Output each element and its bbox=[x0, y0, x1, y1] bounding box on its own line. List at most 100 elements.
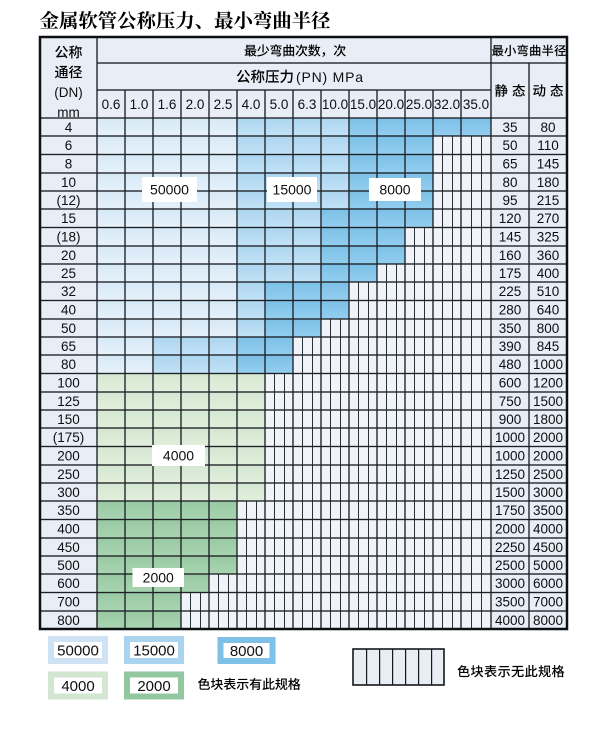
svg-text:450: 450 bbox=[57, 540, 80, 555]
svg-text:350: 350 bbox=[499, 321, 522, 336]
svg-text:1200: 1200 bbox=[533, 376, 563, 391]
svg-text:2000: 2000 bbox=[137, 678, 170, 695]
svg-text:145: 145 bbox=[537, 157, 560, 172]
svg-text:1000: 1000 bbox=[495, 449, 525, 464]
svg-text:180: 180 bbox=[537, 175, 560, 190]
svg-text:215: 215 bbox=[537, 193, 560, 208]
svg-text:2000: 2000 bbox=[495, 522, 525, 537]
svg-text:50000: 50000 bbox=[150, 182, 189, 198]
svg-text:15.0: 15.0 bbox=[350, 97, 376, 112]
svg-text:390: 390 bbox=[499, 339, 522, 354]
svg-text:160: 160 bbox=[499, 248, 522, 263]
svg-text:3500: 3500 bbox=[533, 503, 563, 518]
svg-text:1250: 1250 bbox=[495, 467, 525, 482]
svg-text:4: 4 bbox=[65, 120, 73, 135]
svg-text:2250: 2250 bbox=[495, 540, 525, 555]
svg-text:6: 6 bbox=[65, 138, 73, 153]
svg-text:4500: 4500 bbox=[533, 540, 563, 555]
svg-text:100: 100 bbox=[57, 376, 80, 391]
svg-text:20: 20 bbox=[61, 248, 76, 263]
svg-text:10.0: 10.0 bbox=[322, 97, 348, 112]
svg-text:480: 480 bbox=[499, 357, 522, 372]
svg-text:1000: 1000 bbox=[495, 430, 525, 445]
svg-text:900: 900 bbox=[499, 412, 522, 427]
svg-text:3000: 3000 bbox=[495, 576, 525, 591]
svg-text:95: 95 bbox=[502, 193, 517, 208]
svg-text:25.0: 25.0 bbox=[406, 97, 432, 112]
svg-text:600: 600 bbox=[499, 376, 522, 391]
svg-text:(PN) MPa: (PN) MPa bbox=[296, 69, 364, 85]
svg-text:110: 110 bbox=[537, 138, 559, 153]
svg-text:4000: 4000 bbox=[495, 613, 525, 628]
svg-text:360: 360 bbox=[537, 248, 560, 263]
svg-text:1750: 1750 bbox=[495, 503, 525, 518]
svg-text:4.0: 4.0 bbox=[242, 97, 261, 112]
svg-text:8: 8 bbox=[65, 157, 73, 172]
svg-text:65: 65 bbox=[61, 339, 76, 354]
svg-text:2000: 2000 bbox=[143, 570, 174, 586]
svg-text:225: 225 bbox=[499, 284, 522, 299]
svg-text:700: 700 bbox=[57, 595, 80, 610]
svg-text:4000: 4000 bbox=[163, 448, 194, 464]
svg-text:(12): (12) bbox=[56, 193, 80, 208]
svg-text:400: 400 bbox=[57, 522, 80, 537]
svg-text:20.0: 20.0 bbox=[378, 97, 404, 112]
svg-text:6000: 6000 bbox=[533, 576, 563, 591]
svg-text:65: 65 bbox=[502, 157, 517, 172]
svg-text:40: 40 bbox=[61, 303, 76, 318]
svg-text:1.0: 1.0 bbox=[130, 97, 149, 112]
svg-text:145: 145 bbox=[499, 230, 522, 245]
svg-text:2000: 2000 bbox=[533, 430, 563, 445]
svg-text:800: 800 bbox=[537, 321, 560, 336]
svg-text:280: 280 bbox=[499, 303, 522, 318]
svg-text:10: 10 bbox=[61, 175, 76, 190]
svg-text:35.0: 35.0 bbox=[463, 97, 489, 112]
svg-text:8000: 8000 bbox=[230, 643, 263, 660]
svg-text:600: 600 bbox=[57, 576, 80, 591]
svg-text:50000: 50000 bbox=[57, 642, 99, 659]
svg-text:845: 845 bbox=[537, 339, 560, 354]
svg-text:7000: 7000 bbox=[533, 595, 563, 610]
svg-text:25: 25 bbox=[61, 266, 76, 281]
svg-text:2500: 2500 bbox=[495, 558, 525, 573]
svg-text:80: 80 bbox=[540, 120, 555, 135]
svg-text:510: 510 bbox=[537, 284, 560, 299]
svg-text:350: 350 bbox=[57, 503, 80, 518]
svg-text:270: 270 bbox=[537, 211, 560, 226]
svg-text:0.6: 0.6 bbox=[102, 97, 121, 112]
svg-text:125: 125 bbox=[57, 394, 80, 409]
svg-text:35: 35 bbox=[502, 120, 517, 135]
svg-text:15000: 15000 bbox=[273, 182, 312, 198]
svg-text:15000: 15000 bbox=[133, 642, 175, 659]
svg-text:1000: 1000 bbox=[533, 357, 563, 372]
svg-text:(DN): (DN) bbox=[54, 85, 83, 100]
svg-text:80: 80 bbox=[502, 175, 517, 190]
svg-text:3500: 3500 bbox=[495, 595, 525, 610]
svg-text:2.5: 2.5 bbox=[214, 97, 233, 112]
svg-text:80: 80 bbox=[61, 357, 76, 372]
svg-text:4000: 4000 bbox=[61, 678, 94, 695]
svg-text:1500: 1500 bbox=[495, 485, 525, 500]
svg-text:400: 400 bbox=[537, 266, 560, 281]
svg-text:2500: 2500 bbox=[533, 467, 563, 482]
svg-text:150: 150 bbox=[57, 412, 80, 427]
svg-text:325: 325 bbox=[537, 230, 560, 245]
svg-text:1.6: 1.6 bbox=[158, 97, 177, 112]
svg-text:(175): (175) bbox=[53, 430, 85, 445]
svg-text:8000: 8000 bbox=[379, 182, 410, 198]
svg-text:5.0: 5.0 bbox=[270, 97, 289, 112]
svg-text:800: 800 bbox=[57, 613, 80, 628]
svg-text:250: 250 bbox=[57, 467, 80, 482]
svg-text:1800: 1800 bbox=[533, 412, 563, 427]
svg-text:50: 50 bbox=[61, 321, 76, 336]
svg-text:3000: 3000 bbox=[533, 485, 563, 500]
svg-text:32: 32 bbox=[61, 284, 76, 299]
svg-text:2000: 2000 bbox=[533, 449, 563, 464]
svg-text:8000: 8000 bbox=[533, 613, 563, 628]
svg-text:6.3: 6.3 bbox=[298, 97, 317, 112]
svg-text:(18): (18) bbox=[56, 230, 80, 245]
svg-text:50: 50 bbox=[502, 138, 517, 153]
svg-text:175: 175 bbox=[499, 266, 522, 281]
svg-text:200: 200 bbox=[57, 449, 80, 464]
svg-text:4000: 4000 bbox=[533, 522, 563, 537]
